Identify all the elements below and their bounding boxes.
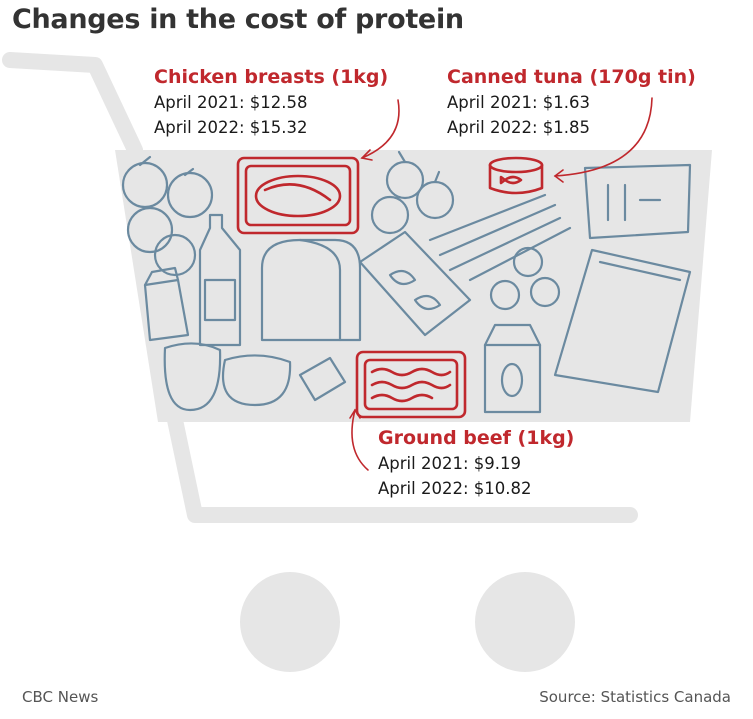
tuna-arrowhead-icon [553,169,564,183]
source-label: Source: Statistics Canada [539,688,731,706]
beef-name: Ground beef (1kg) [378,427,575,449]
credit-label: CBC News [22,688,99,706]
tuna-price-2021: April 2021: $1.63 [447,93,590,112]
beef-price-2021: April 2021: $9.19 [378,454,521,473]
coffee-carton-icon [483,323,542,414]
chicken-arrowhead-icon [360,149,373,161]
chicken-arrow-icon [361,99,400,159]
flour-bag-icon [583,163,692,240]
milk-carton-small-icon [143,266,190,342]
carrots-icon [428,193,572,282]
beef-callout: Ground beef (1kg) April 2021: $9.19 Apri… [378,425,574,501]
tuna-price-2022: April 2022: $1.85 [447,118,590,137]
page-title: Changes in the cost of protein [12,4,464,35]
ground-beef-package-icon [355,350,467,419]
paper-bag-icon [553,248,692,394]
apples-icon [489,246,561,311]
oranges-icon [121,155,214,277]
oil-bottle-icon [198,213,242,347]
shopping-cart-frame [2,52,638,523]
chicken-callout: Chicken breasts (1kg) April 2021: $12.58… [154,64,388,140]
cart-basket [115,150,712,422]
peppers-icon [163,342,292,412]
beef-arrowhead-icon [349,408,361,419]
onions-icon [370,150,455,235]
beef-arrow-icon [351,409,369,471]
small-can-icon [298,356,347,402]
cart-wheel-left [240,572,340,672]
chicken-price-2021: April 2021: $12.58 [154,93,308,112]
bread-loaf-icon [260,238,362,342]
tuna-callout: Canned tuna (170g tin) April 2021: $1.63… [447,64,696,140]
cart-wheel-right [475,572,575,672]
tuna-name: Canned tuna (170g tin) [447,66,696,88]
canned-tuna-icon [488,156,544,195]
chicken-name: Chicken breasts (1kg) [154,66,389,88]
tuna-arrow-icon [554,97,653,177]
chicken-price-2022: April 2022: $15.32 [154,118,308,137]
chicken-breast-package-icon [236,156,360,235]
pasta-bag-icon [358,230,472,337]
beef-price-2022: April 2022: $10.82 [378,479,532,498]
